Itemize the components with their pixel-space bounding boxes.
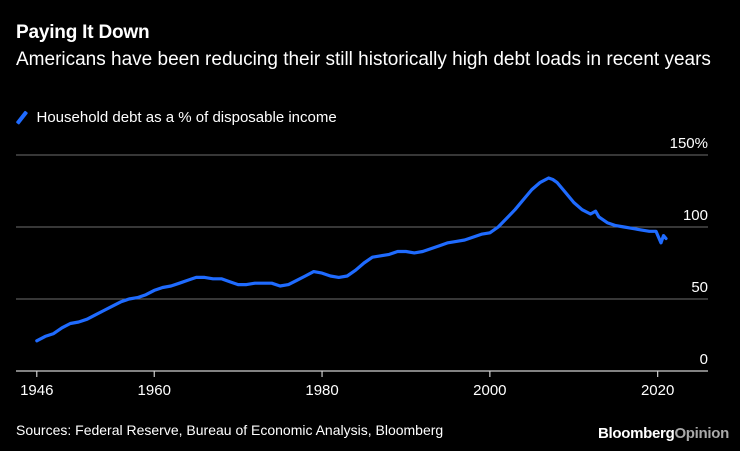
y-tick-label-100: 100 (683, 207, 708, 224)
x-tick-label-2000: 2000 (473, 382, 506, 399)
series-line-household-debt (35, 176, 668, 343)
legend: Household debt as a % of disposable inco… (15, 109, 337, 126)
brand-logo: BloombergOpinion (598, 425, 729, 442)
x-axis-ticks: 1946 1960 1980 2000 2020 (20, 371, 674, 399)
y-axis-ticks: 0 50 100 150% (670, 135, 708, 368)
source-note: Sources: Federal Reserve, Bureau of Econ… (16, 422, 444, 438)
brand-logo-part2: Opinion (674, 425, 729, 442)
x-tick-label-1946: 1946 (20, 382, 53, 399)
x-tick-label-2020: 2020 (641, 382, 674, 399)
x-tick-label-1960: 1960 (138, 382, 171, 399)
y-tick-label-50: 50 (691, 279, 708, 296)
chart-subtitle: Americans have been reducing their still… (16, 49, 711, 70)
x-tick-label-1980: 1980 (305, 382, 338, 399)
y-tick-label-150: 150% (670, 135, 708, 152)
y-tick-label-0: 0 (700, 351, 708, 368)
brand-logo-part1: Bloomberg (597, 425, 675, 442)
chart-title: Paying It Down (16, 22, 150, 43)
gridlines (16, 154, 708, 300)
legend-label: Household debt as a % of disposable inco… (36, 109, 337, 126)
